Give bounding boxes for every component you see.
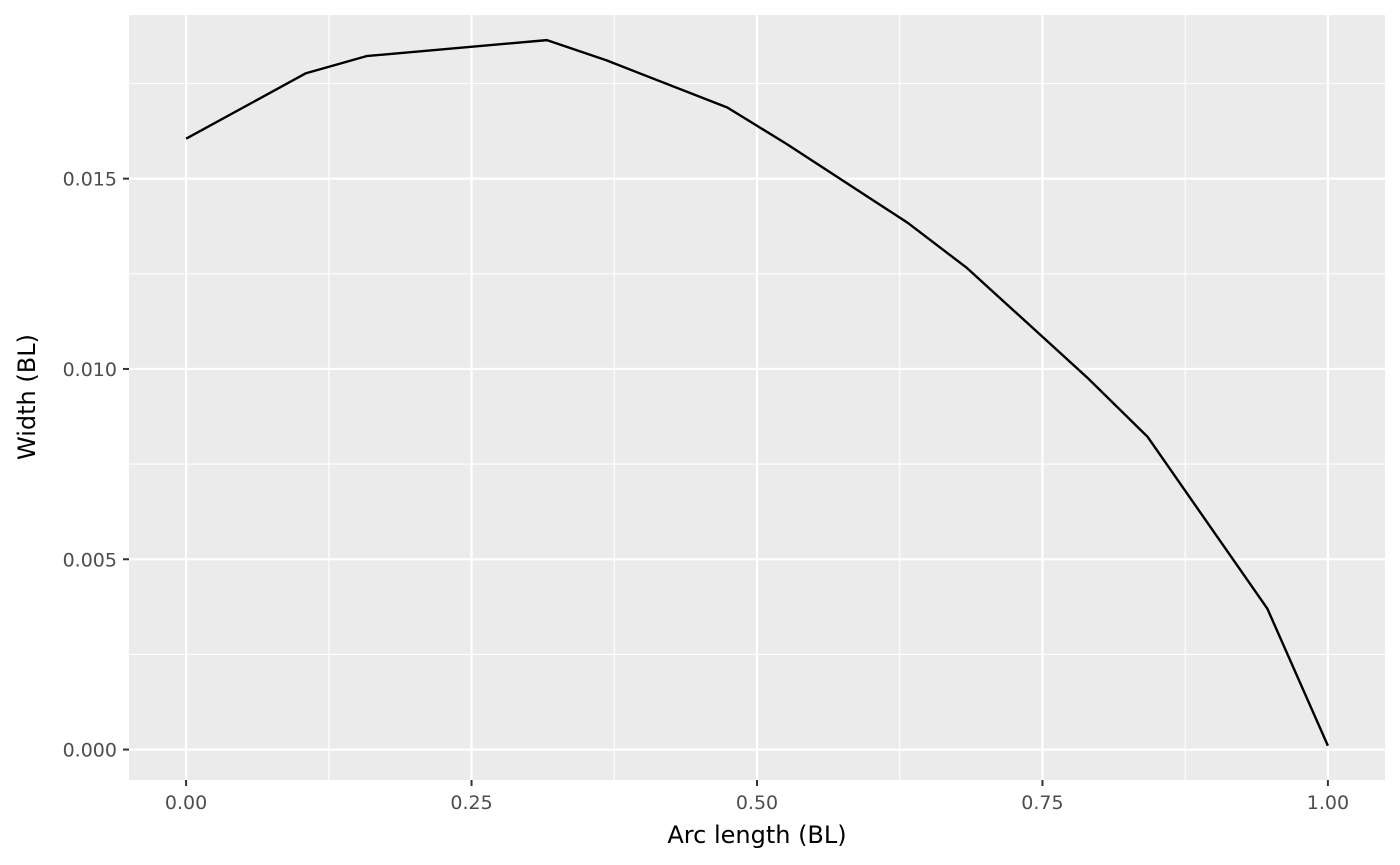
x-tick-label: 1.00 [1307, 792, 1349, 814]
x-axis-title: Arc length (BL) [667, 821, 846, 849]
y-tick-label: 0.010 [63, 359, 117, 381]
y-axis: 0.000 0.005 0.010 0.015 [63, 169, 129, 762]
y-tick-label: 0.015 [63, 169, 117, 191]
x-tick-label: 0.25 [450, 792, 492, 814]
y-tick-label: 0.005 [63, 549, 117, 571]
y-tick-label: 0.000 [63, 740, 117, 762]
x-tick-label: 0.50 [736, 792, 778, 814]
x-tick-label: 0.75 [1021, 792, 1063, 814]
x-tick-label: 0.00 [165, 792, 207, 814]
minor-gridlines-x [328, 15, 1186, 780]
major-gridlines-x [184, 15, 1330, 780]
x-axis: 0.00 0.25 0.50 0.75 1.00 [165, 780, 1349, 814]
series-layer [185, 38, 1330, 747]
y-axis-title: Width (BL) [13, 334, 41, 460]
major-gridlines-y [129, 177, 1385, 751]
series-line [185, 38, 1330, 747]
